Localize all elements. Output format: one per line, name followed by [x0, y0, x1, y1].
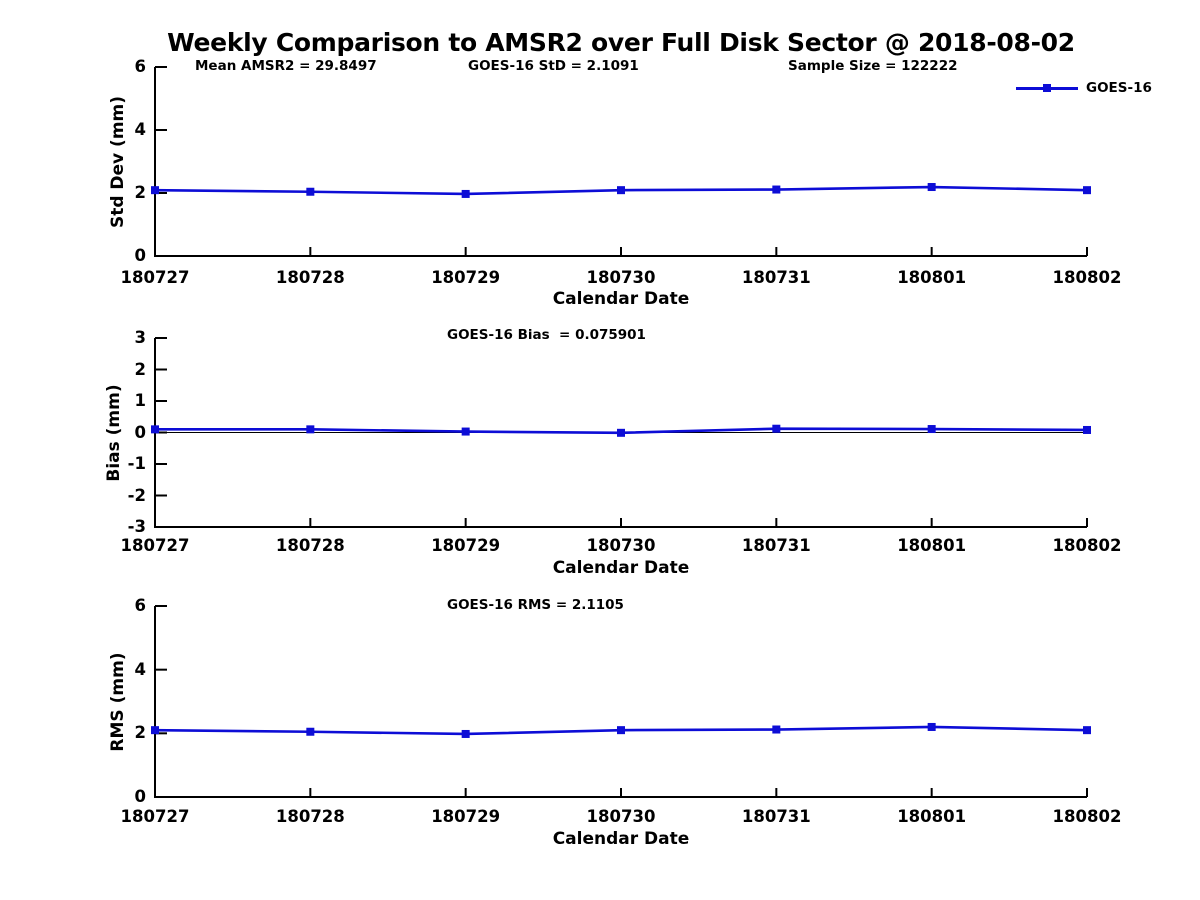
data-point-marker — [461, 729, 470, 738]
data-point-marker — [1083, 425, 1091, 434]
data-point-marker — [927, 722, 936, 731]
stat-annotation: Sample Size = 122222 — [788, 58, 958, 74]
y-tick-label: 3 — [134, 328, 146, 347]
data-point-marker — [306, 425, 315, 434]
data-point-marker — [151, 186, 159, 195]
x-tick-label: 180730 — [586, 807, 656, 826]
data-point-marker — [772, 725, 781, 734]
y-tick-label: -3 — [127, 517, 146, 536]
y-tick-label: -2 — [127, 485, 146, 505]
y-tick-label: 2 — [134, 183, 146, 202]
legend-line-sample — [1016, 84, 1078, 92]
stat-annotation: GOES-16 Bias = 0.075901 — [447, 327, 646, 343]
x-tick-label: 180802 — [1052, 807, 1122, 826]
x-tick-label: 180729 — [431, 268, 501, 287]
y-tick-label: 4 — [134, 659, 146, 679]
x-tick-label: 180731 — [741, 807, 811, 826]
data-point-marker — [772, 185, 781, 194]
data-point-marker — [927, 183, 936, 192]
y-tick-label: 1 — [134, 391, 146, 410]
y-tick-label: 0 — [134, 246, 146, 265]
data-point-marker — [306, 187, 315, 196]
y-tick-label: 2 — [134, 359, 146, 379]
x-tick-label: 180802 — [1052, 536, 1122, 555]
x-tick-label: 180730 — [586, 268, 656, 287]
legend: GOES-16 — [1016, 80, 1152, 96]
x-tick-label: 180801 — [897, 536, 967, 555]
x-tick-label: 180728 — [275, 268, 345, 287]
y-axis-title: Bias (mm) — [104, 383, 124, 482]
x-tick-label: 180727 — [120, 268, 190, 287]
data-point-marker — [617, 186, 625, 195]
y-tick-label: 4 — [134, 120, 146, 139]
x-tick-label: 180802 — [1052, 268, 1122, 287]
axis-frame — [154, 67, 1087, 257]
x-tick-label: 180730 — [586, 536, 656, 555]
x-tick-label: 180728 — [275, 807, 345, 826]
data-point-marker — [1083, 186, 1091, 195]
x-tick-label: 180801 — [897, 807, 967, 826]
stat-annotation: GOES-16 StD = 2.1091 — [468, 58, 639, 74]
legend-marker-icon — [1043, 84, 1051, 92]
x-axis-title: Calendar Date — [552, 829, 690, 849]
data-point-marker — [461, 189, 470, 198]
data-point-marker — [151, 726, 159, 735]
y-tick-label: 0 — [134, 422, 146, 442]
y-axis-title: RMS (mm) — [108, 651, 128, 752]
x-tick-label: 180728 — [275, 536, 345, 555]
legend-label: GOES-16 — [1086, 80, 1152, 96]
x-tick-label: 180727 — [120, 536, 190, 555]
stat-annotation: Mean AMSR2 = 29.8497 — [195, 58, 377, 74]
y-tick-label: 2 — [134, 723, 146, 743]
x-tick-label: 180731 — [741, 536, 811, 555]
x-tick-label: 180729 — [431, 536, 501, 555]
y-tick-label: 0 — [134, 787, 146, 806]
x-axis-title: Calendar Date — [552, 558, 690, 578]
x-tick-label: 180801 — [897, 268, 967, 287]
data-point-marker — [461, 427, 470, 436]
data-point-marker — [306, 727, 315, 736]
data-point-marker — [1083, 726, 1091, 735]
x-axis-title: Calendar Date — [552, 289, 690, 309]
y-axis-title: Std Dev (mm) — [108, 95, 128, 228]
data-point-marker — [617, 428, 625, 437]
stat-annotation: GOES-16 RMS = 2.1105 — [447, 597, 624, 613]
y-tick-label: 6 — [134, 57, 146, 76]
y-tick-label: -1 — [127, 454, 146, 473]
axis-frame — [154, 606, 1087, 798]
x-tick-label: 180727 — [120, 807, 190, 826]
data-point-marker — [151, 425, 159, 434]
data-point-marker — [617, 726, 625, 735]
data-point-marker — [927, 425, 936, 434]
x-tick-label: 180731 — [741, 268, 811, 287]
y-tick-label: 6 — [134, 596, 146, 615]
x-tick-label: 180729 — [431, 807, 501, 826]
data-point-marker — [772, 424, 781, 433]
chart-title: Weekly Comparison to AMSR2 over Full Dis… — [167, 28, 1075, 57]
